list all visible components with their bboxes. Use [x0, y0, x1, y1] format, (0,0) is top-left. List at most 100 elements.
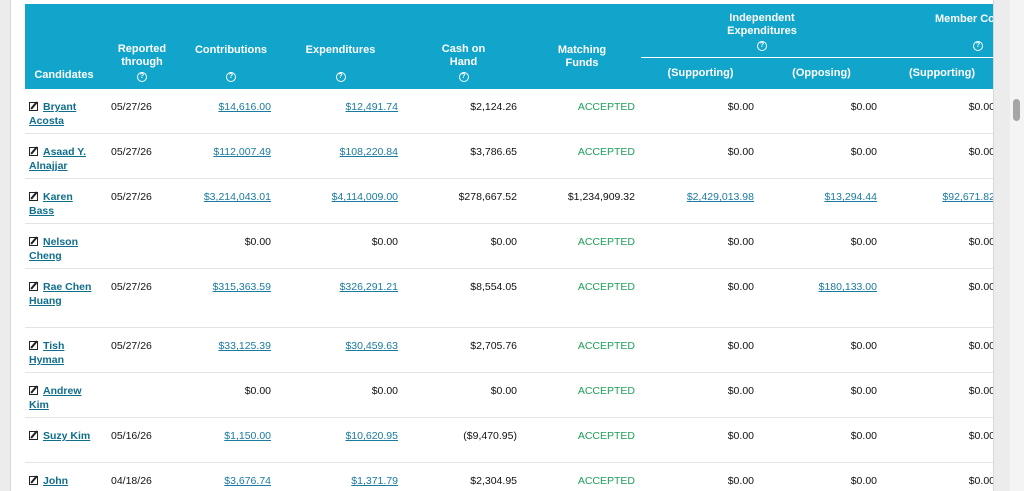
edit-icon[interactable]: [29, 147, 38, 156]
edit-icon[interactable]: [29, 192, 38, 201]
cell-ie-supporting: $2,429,013.98: [641, 179, 760, 224]
cell-ie-opposing-link[interactable]: $180,133.00: [818, 281, 877, 293]
candidate-link[interactable]: Andrew Kim: [29, 385, 82, 411]
header-candidates: Candidates: [25, 4, 99, 89]
cell-ie-supporting: $0.00: [641, 269, 760, 328]
cell-ie-opposing: $0.00: [760, 224, 883, 269]
cell-candidate: Nelson Cheng: [25, 224, 99, 269]
header-reported-through: Reported through ?: [99, 4, 185, 89]
candidate-link[interactable]: Tish Hyman: [29, 340, 65, 366]
edit-icon[interactable]: [29, 102, 38, 111]
cell-matching-funds: ACCEPTED: [523, 328, 641, 373]
cell-expenditures-link[interactable]: $108,220.84: [339, 146, 398, 158]
cell-ie-opposing: $0.00: [760, 373, 883, 418]
edit-icon[interactable]: [29, 476, 38, 485]
cell-expenditures-link[interactable]: $30,459.63: [345, 340, 398, 352]
help-icon[interactable]: ?: [458, 72, 469, 82]
header-independent-expenditures: Independent Expenditures ?: [641, 4, 883, 58]
cell-expenditures: $10,620.95: [277, 418, 404, 463]
vertical-scrollbar[interactable]: [1010, 0, 1024, 491]
candidate-link[interactable]: Rae Chen Huang: [29, 281, 92, 307]
edit-icon[interactable]: [29, 431, 38, 440]
cell-cash-on-hand: $2,705.76: [404, 328, 523, 373]
cell-mc-supporting-link[interactable]: $92,671.82: [942, 191, 994, 203]
cell-expenditures-link[interactable]: $10,620.95: [345, 430, 398, 442]
help-icon[interactable]: ?: [335, 72, 346, 82]
cell-mc-supporting: $0.00: [883, 463, 993, 491]
results-panel: Candidates Reported through ? Contributi…: [10, 0, 994, 491]
cell-expenditures: $4,114,009.00: [277, 179, 404, 224]
candidate-link[interactable]: Suzy Kim: [43, 430, 91, 442]
cell-contributions: $0.00: [185, 373, 277, 418]
cell-matching-funds: ACCEPTED: [523, 418, 641, 463]
header-matching-funds: Matching Funds: [523, 4, 641, 89]
cell-cash-on-hand: $0.00: [404, 373, 523, 418]
cell-candidate: Rae Chen Huang: [25, 269, 99, 328]
cell-mc-supporting: $0.00: [883, 134, 993, 179]
cell-reported-through: 05/16/26: [99, 418, 185, 463]
cell-ie-supporting: $0.00: [641, 224, 760, 269]
cell-candidate: Tish Hyman: [25, 328, 99, 373]
cell-mc-supporting: $0.00: [883, 224, 993, 269]
cell-matching-funds: ACCEPTED: [523, 134, 641, 179]
help-icon[interactable]: ?: [973, 40, 983, 51]
cell-expenditures: $12,491.74: [277, 89, 404, 134]
edit-icon[interactable]: [29, 282, 38, 291]
candidate-link[interactable]: Asaad Y. Alnajjar: [29, 146, 86, 172]
cell-reported-through: 05/27/26: [99, 269, 185, 328]
cell-reported-through: [99, 373, 185, 418]
header-ie-supporting: (Supporting): [641, 58, 760, 89]
cell-contributions-link[interactable]: $112,007.49: [213, 146, 271, 158]
header-cash-on-hand: Cash on Hand ?: [404, 4, 523, 89]
cell-candidate: Asaad Y. Alnajjar: [25, 134, 99, 179]
cell-candidate: Suzy Kim: [25, 418, 99, 463]
edit-icon[interactable]: [29, 237, 38, 246]
candidate-link[interactable]: John: [43, 475, 69, 487]
cell-matching-funds: ACCEPTED: [523, 269, 641, 328]
cell-contributions: $3,214,043.01: [185, 179, 277, 224]
cell-contributions-link[interactable]: $3,214,043.01: [203, 191, 271, 203]
cell-reported-through: 05/27/26: [99, 328, 185, 373]
help-icon[interactable]: ?: [137, 72, 147, 82]
scrollbar-thumb[interactable]: [1013, 99, 1020, 121]
cell-contributions-link[interactable]: $14,616.00: [218, 101, 271, 113]
cell-expenditures-link[interactable]: $4,114,009.00: [331, 191, 398, 203]
cell-cash-on-hand: $2,304.95: [404, 463, 523, 491]
cell-candidate: John: [25, 463, 99, 491]
cell-contributions: $1,150.00: [185, 418, 277, 463]
cell-contributions: $315,363.59: [185, 269, 277, 328]
cell-expenditures-link[interactable]: $326,291.21: [339, 281, 398, 293]
header-expenditures: Expenditures ?: [277, 4, 404, 89]
cell-ie-supporting: $0.00: [641, 89, 760, 134]
header-member-communications: Member Communi ?: [883, 4, 993, 58]
cell-ie-opposing-link[interactable]: $13,294.44: [824, 191, 877, 203]
cell-expenditures-link[interactable]: $12,491.74: [345, 101, 398, 113]
cell-expenditures: $0.00: [277, 224, 404, 269]
cell-contributions-link[interactable]: $33,125.39: [218, 340, 271, 352]
help-icon[interactable]: ?: [757, 41, 767, 51]
help-icon[interactable]: ?: [226, 72, 236, 82]
cell-contributions-link[interactable]: $1,150.00: [224, 430, 271, 442]
cell-contributions-link[interactable]: $315,363.59: [212, 281, 271, 293]
cell-ie-supporting-link[interactable]: $2,429,013.98: [686, 191, 754, 203]
candidate-link[interactable]: Nelson Cheng: [29, 236, 79, 262]
cell-expenditures: $0.00: [277, 373, 404, 418]
header-mc-supporting: (Supporting): [883, 58, 993, 89]
cell-matching-funds: ACCEPTED: [523, 224, 641, 269]
edit-icon[interactable]: [29, 341, 38, 350]
edit-icon[interactable]: [29, 386, 38, 395]
cell-expenditures-link[interactable]: $1,371.79: [351, 475, 398, 487]
cell-mc-supporting: $92,671.82: [883, 179, 994, 224]
cell-ie-opposing: $0.00: [760, 418, 883, 463]
cell-mc-supporting: $0.00: [883, 89, 993, 134]
cell-reported-through: 05/27/26: [99, 134, 185, 179]
cell-mc-supporting: $0.00: [883, 328, 993, 373]
candidate-link[interactable]: Karen Bass: [29, 191, 73, 217]
cell-ie-supporting: $0.00: [641, 463, 760, 491]
cell-cash-on-hand: ($9,470.95): [404, 418, 523, 463]
cell-matching-funds: $1,234,909.32: [523, 179, 641, 224]
cell-contributions-link[interactable]: $3,676.74: [224, 475, 271, 487]
candidate-link[interactable]: Bryant Acosta: [29, 101, 77, 127]
cell-expenditures: $108,220.84: [277, 134, 404, 179]
cell-reported-through: 05/27/26: [99, 89, 185, 134]
